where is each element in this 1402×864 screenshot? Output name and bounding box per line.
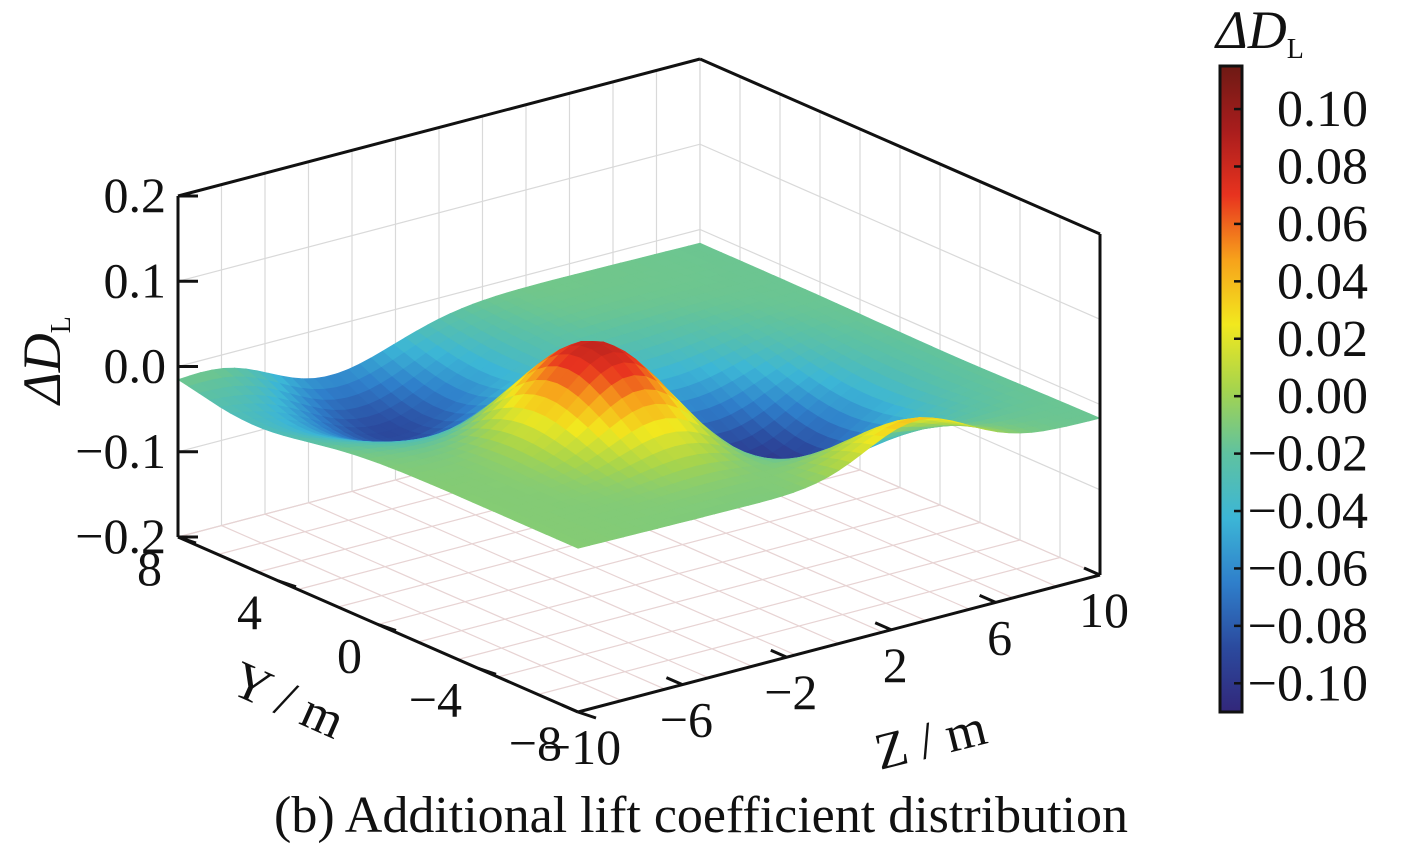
colorbar-tick-label: −0.04 <box>1248 483 1368 540</box>
surface-chart: −0.2 −0.1 0.0 0.1 0.2 −8 −4 0 4 8 −10 −6 −2 2 6 10 ΔDL Y … <box>12 0 1368 782</box>
colorbar-tick-label: 0.06 <box>1277 196 1368 253</box>
colorbar-tick-label: 0.08 <box>1277 138 1368 195</box>
figure-caption: (b) Additional lift coefficient distribu… <box>274 787 1128 844</box>
colorbar-tick-label: 0.02 <box>1277 311 1368 368</box>
surface <box>177 242 1101 549</box>
colorbar-tick-label: 0.00 <box>1277 368 1368 425</box>
x-tick-mark <box>770 648 788 659</box>
y-tick-mark <box>177 535 197 545</box>
z-tick-label: −0.2 <box>75 508 166 564</box>
height-gridline <box>177 228 1101 406</box>
colorbar-tick-label: 0.04 <box>1277 253 1368 310</box>
z-tick-label: 0.2 <box>104 167 167 223</box>
x-tick-label: 10 <box>1079 582 1129 638</box>
colorbar-tick-label: −0.06 <box>1248 540 1368 597</box>
floor-gridline <box>377 486 901 626</box>
colorbar-title: ΔDL <box>1214 0 1304 65</box>
x-tick-mark <box>978 594 997 604</box>
x-tick-mark <box>561 703 579 714</box>
colorbar-tick-label: 0.10 <box>1277 81 1368 138</box>
y-tick-label: 4 <box>237 584 262 640</box>
y-axis-title: Y / m <box>223 651 353 750</box>
y-tick-mark <box>377 623 397 632</box>
colorbar-gradient <box>1218 64 1244 714</box>
x-tick-label: −6 <box>660 692 713 748</box>
floor-gridline <box>417 504 941 643</box>
floor-gridline <box>537 556 1061 696</box>
z-tick-label: 0.1 <box>104 252 167 308</box>
y-tick-label: 0 <box>337 628 362 684</box>
x-tick-label: −2 <box>764 664 817 720</box>
surface-patch <box>566 540 591 549</box>
x-axis-title: Z / m <box>869 699 992 782</box>
z-tick-label: 0.0 <box>104 338 167 394</box>
y-tick-mark <box>477 666 497 676</box>
x-tick-label: 2 <box>883 637 908 693</box>
x-tick-mark <box>1083 566 1101 577</box>
y-tick-mark <box>577 710 597 720</box>
x-tick-label: 6 <box>987 609 1012 665</box>
x-tick-mark <box>874 621 892 632</box>
z-axis-title: ΔDL <box>12 316 77 406</box>
y-tick-mark <box>277 579 297 589</box>
x-tick-label: −10 <box>543 719 621 775</box>
z-tick-label: −0.1 <box>75 423 166 479</box>
x-tick-mark <box>665 676 684 686</box>
colorbar-tick-label: −0.10 <box>1248 655 1368 712</box>
top-back-edge <box>177 57 701 198</box>
colorbar: 0.100.080.060.040.020.00−0.02−0.04−0.06−… <box>1214 0 1368 714</box>
y-tick-label: −4 <box>409 671 462 727</box>
colorbar-tick-label: −0.02 <box>1248 426 1368 483</box>
y-tick-label: 8 <box>137 540 162 596</box>
colorbar-tick-label: −0.08 <box>1248 598 1368 655</box>
height-gridline <box>177 58 1101 235</box>
y-tick-label: −8 <box>509 715 562 771</box>
x-axis-line <box>577 573 1101 714</box>
top-right-edge <box>699 57 1101 236</box>
floor-gridline <box>457 521 981 661</box>
floor-gridline <box>497 539 1021 678</box>
height-gridline <box>177 143 1101 320</box>
